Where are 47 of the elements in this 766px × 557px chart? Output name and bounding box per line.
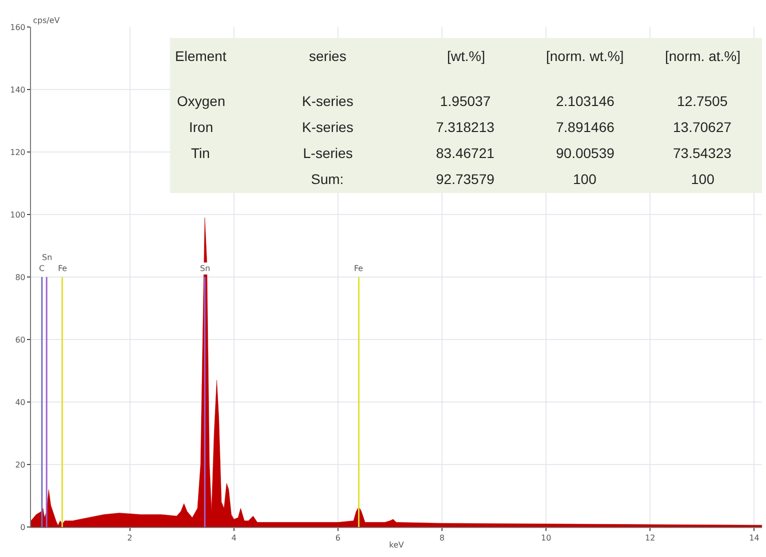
annotation: K-series [302,93,354,109]
annotation: Oxygen [177,93,226,109]
ref-line-label: Sn [42,253,52,262]
x-tick-label: 14 [749,534,760,543]
annotation: 83.46721 [436,145,495,161]
x-tick-label: 8 [439,534,445,543]
annotation: 100 [691,171,715,187]
y-axis-title: cps/eV [33,16,60,25]
ref-line-label: Sn [200,264,210,273]
annotation: series [309,48,346,64]
annotation: 100 [573,171,597,187]
y-tick-label: 60 [15,335,26,344]
y-tick-label: 80 [15,272,26,282]
ref-line-label: Fe [354,264,364,273]
annotation: 2.103146 [556,93,615,109]
y-tick-label: 40 [15,398,26,407]
x-tick-label: 4 [231,534,236,543]
annotation: 92.73579 [436,171,495,187]
annotation: Tin [191,145,210,161]
annotation: Element [175,48,226,64]
annotation: Sum: [311,171,344,187]
annotation: 90.00539 [556,145,615,161]
annotation: [wt.%] [447,48,486,64]
ref-line-label: C [39,264,45,273]
y-tick-label: 160 [10,22,26,32]
annotation: 73.54323 [673,145,732,161]
y-tick-label: 120 [10,148,26,157]
y-tick-label: 20 [15,460,26,470]
annotation: 7.318213 [436,119,495,135]
annotation: 1.95037 [440,93,491,109]
annotation: K-series [302,119,354,135]
annotation: Iron [189,119,214,135]
x-tick-label: 6 [335,534,341,543]
annotation: [norm. at.%] [665,48,740,64]
annotation: 12.7505 [677,93,728,109]
y-tick-label: 0 [20,522,26,532]
annotation: [norm. wt.%] [546,48,624,64]
y-tick-label: 100 [10,210,26,220]
annotation: 7.891466 [556,119,615,135]
x-tick-label: 10 [540,534,552,543]
ref-line-label: Fe [58,264,68,273]
annotation: L-series [303,145,353,161]
x-tick-label: 12 [645,534,656,543]
x-axis-title: keV [389,540,404,550]
x-tick-label: 2 [127,534,132,543]
annotation: 13.70627 [673,119,732,135]
y-tick-label: 140 [10,85,26,94]
